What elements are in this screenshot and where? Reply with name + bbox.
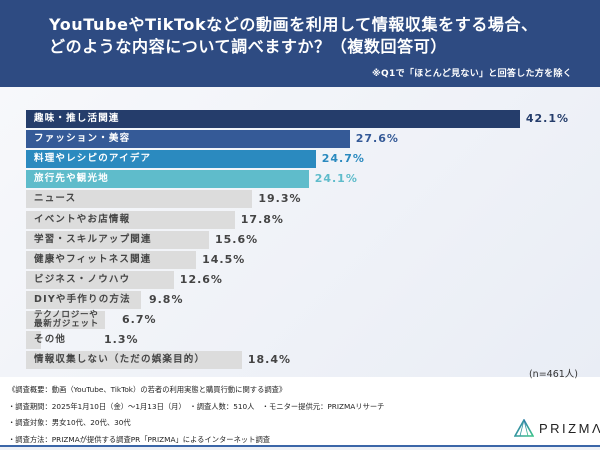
survey-title: 《調査概要：動画（YouTube、TikTok）の若者の利用実態と購買行動に関す… (8, 385, 287, 394)
bar (26, 290, 141, 309)
bar-label: イベントやお店情報 (34, 213, 131, 225)
bar-label: 趣味・推し活関連 (34, 113, 120, 124)
bar-value: 15.6% (214, 232, 259, 246)
bar (26, 311, 105, 329)
bar (26, 130, 350, 149)
bar-value: 17.8% (240, 212, 284, 226)
bar-value: 42.1% (525, 112, 569, 125)
bar (26, 210, 235, 229)
bar (26, 331, 42, 350)
title-line-1: YouTubeやTikTokなどの動画を利用して情報収集をする場合、 (49, 15, 538, 34)
bar-value: 14.5% (202, 252, 246, 266)
bar-label: テクノロジーや 最新ガジェット (34, 310, 100, 329)
bar-value: 18.4% (247, 353, 291, 367)
bar-label: DIYや手作りの方法 (34, 293, 131, 305)
exclusion-note: ※Q1で「ほとんど見ない」と回答した方を除く (372, 69, 572, 79)
prism-triangle-icon (514, 419, 534, 437)
bar (26, 170, 309, 189)
bar (26, 351, 242, 370)
prizma-logo: PRIZMΛ (514, 419, 600, 437)
survey-period: ・調査期間：2025年1月10日（金）～1月13日（月） ・調査人数：510人 … (8, 401, 385, 411)
bar-value: 9.8% (148, 292, 184, 306)
bar (26, 110, 520, 128)
bar-value: 6.7% (122, 313, 157, 326)
survey-target: ・調査対象：男女10代、20代、30代 (8, 418, 131, 427)
chart-title: YouTubeやTikTokなどの動画を利用して情報収集をする場合、 どのような… (49, 14, 538, 58)
bar-label: ビジネス・ノウハウ (34, 273, 131, 285)
bar (26, 270, 174, 289)
bar-value: 24.7% (321, 152, 365, 166)
survey-method: ・調査方法：PRIZMAが提供する調査PR「PRIZMA」によるインターネット調… (8, 434, 271, 444)
title-line-2: どのような内容について調べますか？（複数回答可） (49, 37, 447, 56)
bar-value: 24.1% (314, 172, 358, 186)
bar-label: 学習・スキルアップ関連 (34, 233, 152, 245)
bar-label: その他 (34, 334, 67, 346)
logo-text: PRIZMΛ (539, 420, 600, 436)
bar-label: 料理やレシピのアイデア (34, 153, 152, 165)
bar-value: 12.6% (179, 272, 223, 286)
bar-value: 19.3% (258, 192, 302, 206)
survey-overview: 《調査概要：動画（YouTube、TikTok）の若者の利用実態と購買行動に関す… (8, 382, 384, 448)
header: YouTubeやTikTokなどの動画を利用して情報収集をする場合、 どのような… (0, 0, 600, 87)
bar (26, 190, 253, 209)
sample-size: (n=461人) (528, 369, 578, 380)
bottom-strip (0, 447, 600, 450)
bar (26, 250, 197, 269)
bar (26, 230, 209, 249)
bar-label: ファッション・美容 (34, 133, 131, 145)
bottom-divider (0, 445, 600, 447)
bar-label: 情報収集しない（ただの娯楽目的） (34, 354, 206, 366)
bar-label: ニュース (34, 193, 77, 205)
bar-value: 1.3% (104, 333, 139, 347)
bar-label: 旅行先や観光地 (34, 173, 109, 185)
bar (26, 150, 316, 169)
bar-value: 27.6% (355, 132, 399, 146)
bar-label: 健康やフィットネス関連 (34, 253, 152, 265)
